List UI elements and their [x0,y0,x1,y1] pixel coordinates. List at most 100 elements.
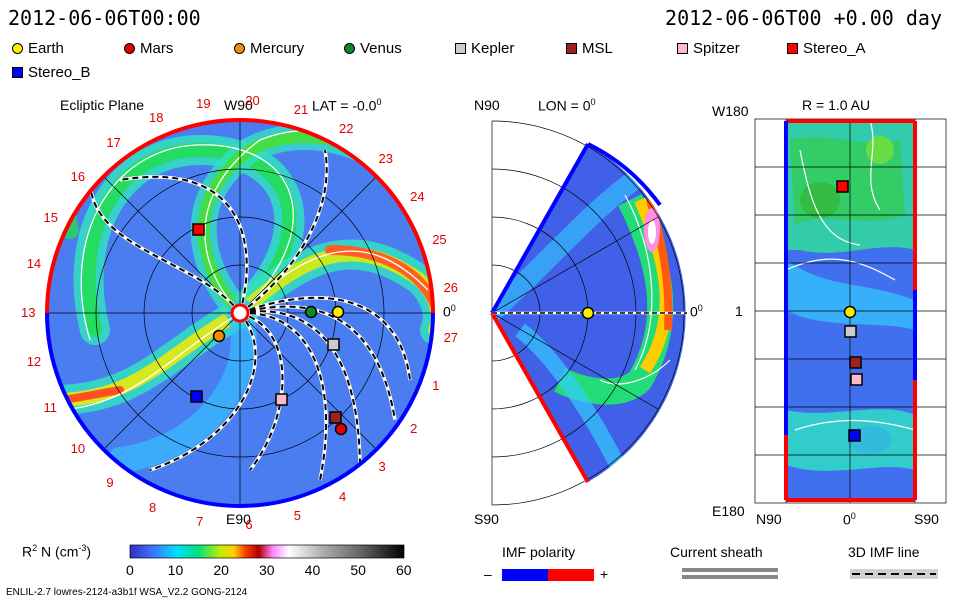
carrington-number: 10 [70,441,86,457]
kepler-marker [327,338,340,351]
ecliptic-title: Ecliptic Plane [60,97,145,113]
carrington-number: 3 [378,459,386,475]
legend-item-spitzer: Spitzer [677,40,740,57]
legend-label: Earth [28,40,64,57]
colorbar-tick: 60 [396,562,412,578]
colorbar-tick: 10 [167,562,184,578]
msl-icon [566,43,577,54]
carrington-number: 17 [106,134,121,150]
legend-item-mars: Mars [124,40,173,57]
carrington-number: 24 [410,188,425,204]
legend-item-earth: Earth [12,40,64,57]
imf-minus: – [484,566,492,582]
legend-label: Mars [140,40,174,57]
ecliptic-top-label: W90 [224,97,253,113]
msl-marker-radial [849,356,862,369]
venus-icon [344,43,355,54]
carrington-number: 13 [21,305,36,320]
imf-line-label: 3D IMF line [848,544,920,560]
meridional-bottom-label: S90 [474,511,499,527]
legend-item-stereo-a: Stereo_A [787,40,866,57]
stereo-b-icon [12,67,23,78]
carrington-number: 8 [149,499,157,515]
sun-marker [230,303,250,323]
mercury-marker [212,329,226,343]
carrington-number: 25 [432,232,447,248]
radial-top-left: W180 [712,103,749,119]
legend-label: Stereo_A [803,40,866,57]
radial-title: R = 1.0 AU [802,97,871,113]
current-sheath-label: Current sheath [670,544,763,560]
carrington-number: 20 [245,93,260,109]
carrington-number: 27 [443,329,459,345]
imf-polarity-label: IMF polarity [502,544,576,560]
datetime-left: 2012-06-06T00:00 [8,6,201,30]
carrington-number: 5 [293,508,302,524]
imf-polarity-positive [548,569,594,581]
earth-marker [331,305,345,319]
meridional-panel [492,144,686,482]
stereo-b-marker-radial [848,429,861,442]
ecliptic-right-label: 00 [443,303,456,320]
carrington-number: 15 [43,209,59,225]
kepler-marker-radial [844,325,857,338]
legend-label: Mercury [250,40,305,57]
carrington-number: 9 [106,475,114,491]
mars-marker [334,422,348,436]
colorbar [129,544,405,559]
legend-label: MSL [582,40,613,57]
kepler-icon [455,43,466,54]
current-sheath-sample [682,568,778,572]
radial-tick-0: 00 [843,511,856,528]
colorbar-tick: 30 [259,562,275,578]
radial-mid-left: 1 [735,303,743,319]
carrington-number: 26 [443,280,459,296]
datetime-right: 2012-06-06T00 +0.00 day [665,6,942,30]
mars-icon [124,43,135,54]
colorbar-tick: 50 [350,562,366,578]
imf-plus: + [600,566,609,582]
legend-label: Venus [360,40,402,57]
meridional-top-label: N90 [474,97,500,113]
msl-marker [329,411,342,424]
carrington-number: 23 [378,150,393,166]
carrington-number: 14 [26,256,42,272]
model-footer: ENLIL-2.7 lowres-2124-a3b1f WSA_V2.2 GON… [6,587,248,598]
carrington-number: 7 [196,513,204,529]
legend-item-kepler: Kepler [455,40,514,57]
venus-marker [304,305,318,319]
carrington-number: 6 [245,516,253,532]
legend-label: Spitzer [693,40,740,57]
carrington-number: 4 [339,488,347,504]
earth-marker-meridional [581,306,595,320]
stereo-b-marker [190,390,203,403]
carrington-number: 12 [26,353,42,369]
colorbar-tick: 20 [213,562,229,578]
carrington-number: 21 [293,101,309,117]
legend-label: Stereo_B [28,64,91,81]
imf-polarity-negative [502,569,548,581]
stereo-a-marker-radial [836,180,849,193]
colorbar-label: R2 N (cm-3) [22,543,92,560]
legend-item-msl: MSL [566,40,613,57]
mercury-icon [234,43,245,54]
ecliptic-bottom-label: E90 [226,511,251,527]
carrington-number: 18 [149,110,164,126]
stereo-a-icon [787,43,798,54]
meridional-right-label: 00 [690,303,703,320]
spitzer-marker [275,393,288,406]
legend-label: Kepler [471,40,515,57]
spitzer-marker-radial [850,373,863,386]
colorbar-tick: 0 [126,562,134,578]
ecliptic-lat-label: LAT = -0.00 [312,97,382,114]
stereo-a-marker [192,223,205,236]
earth-marker-radial [843,305,857,319]
carrington-number: 16 [70,168,86,184]
radial-tick-s90: S90 [914,511,939,527]
body-markers [190,180,863,442]
legend-item-mercury: Mercury [234,40,304,57]
legend-item-stereo-b: Stereo_B [12,64,91,81]
spitzer-icon [677,43,688,54]
carrington-number: 19 [196,96,211,112]
